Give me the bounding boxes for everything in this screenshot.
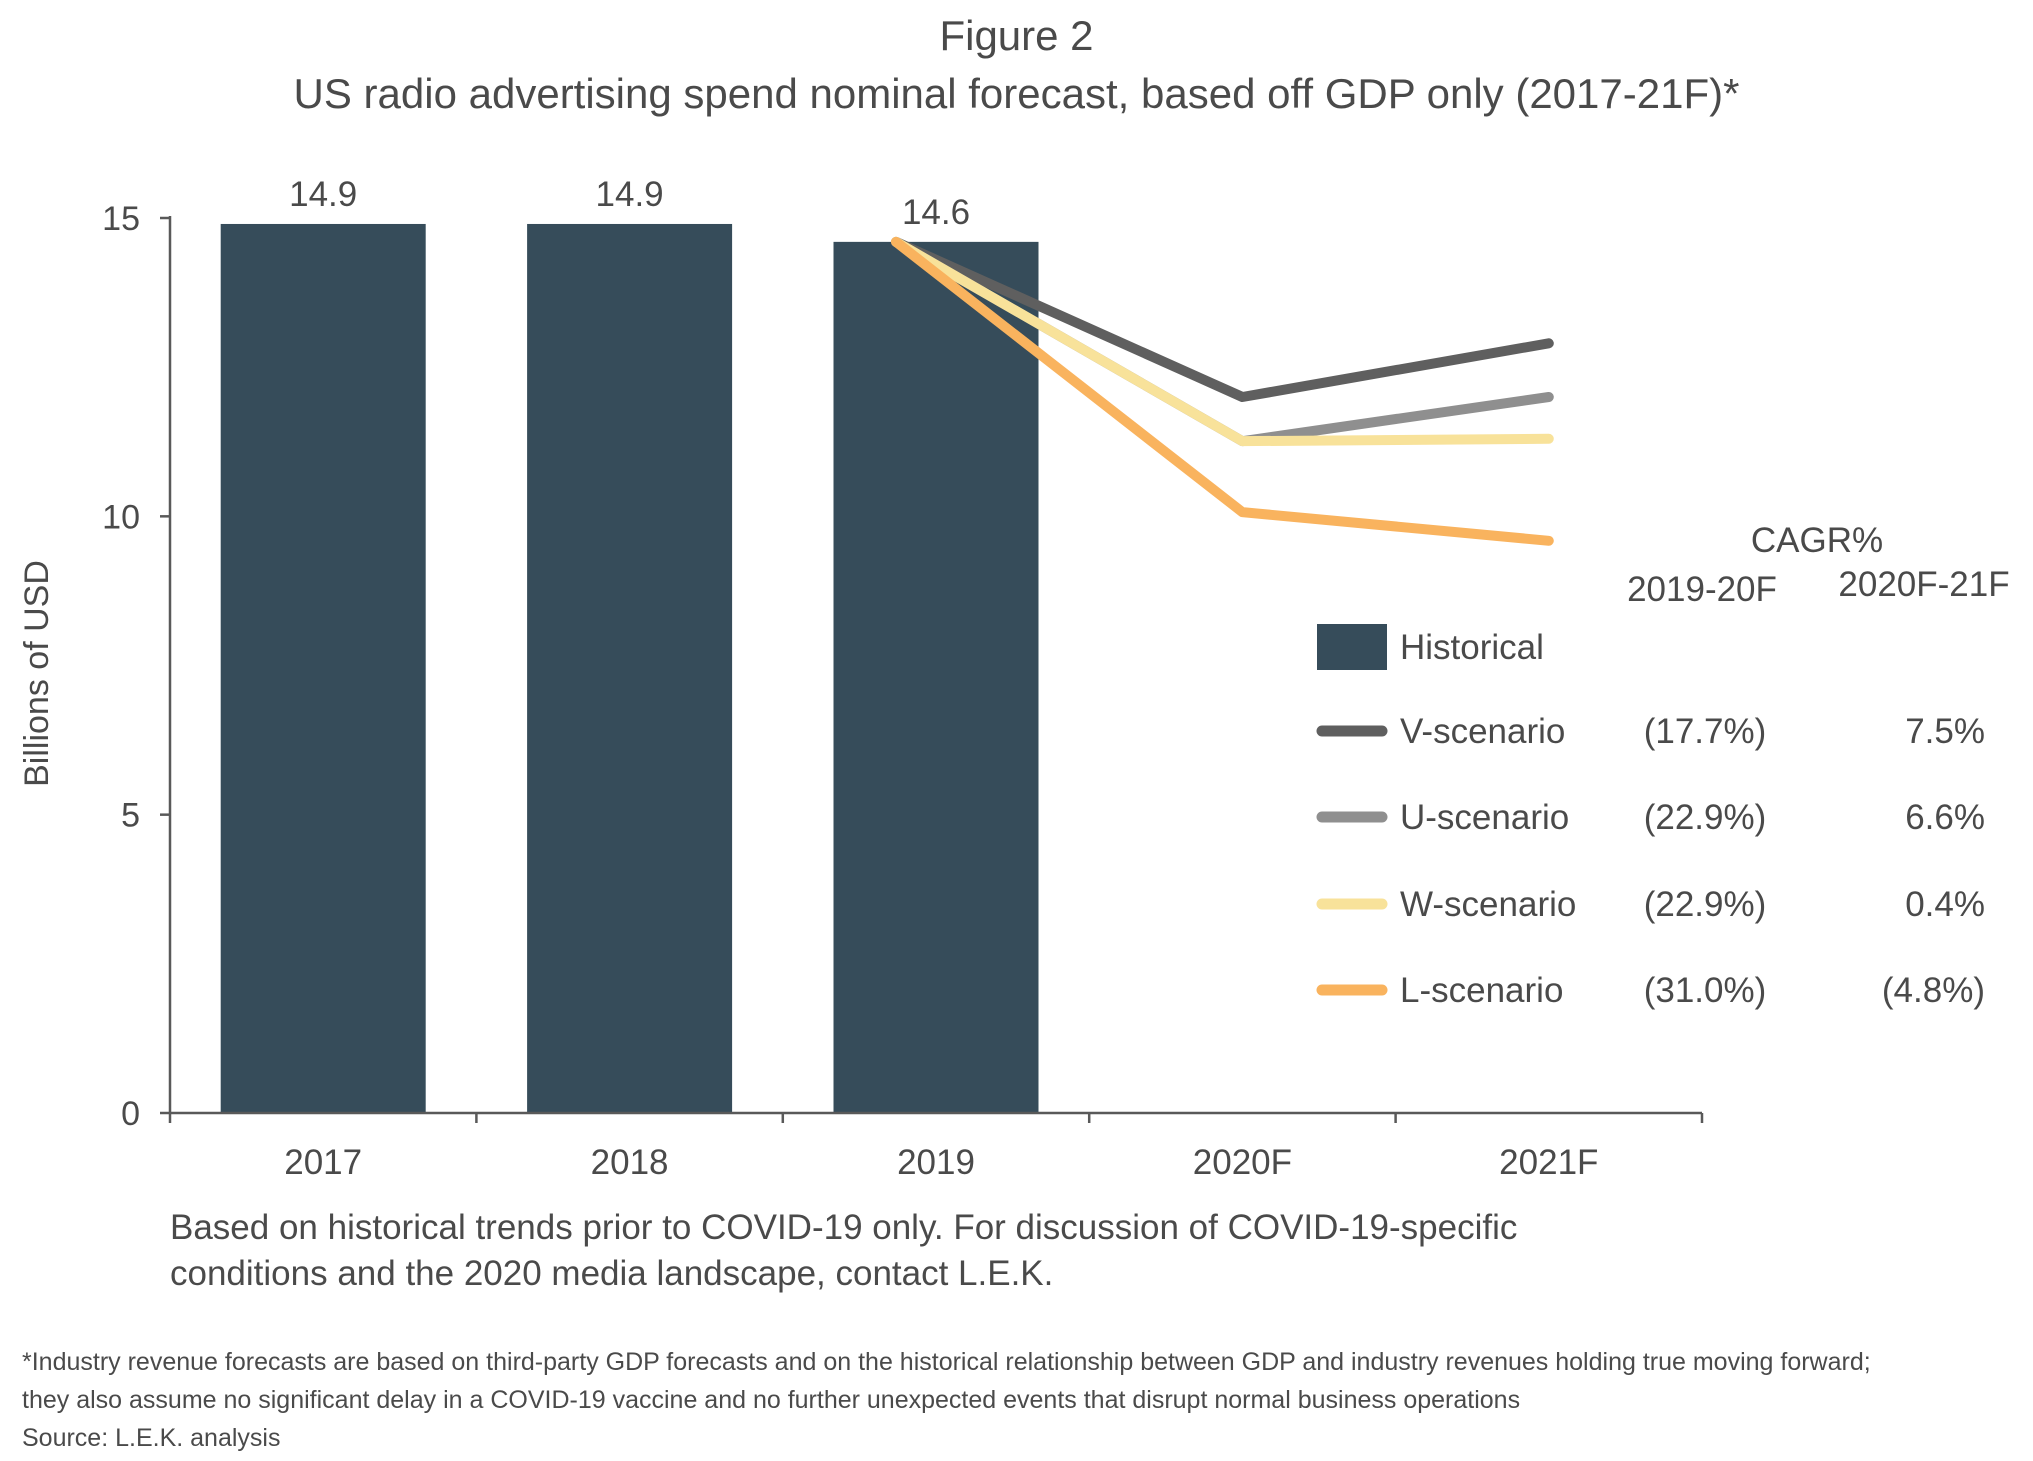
legend-col-1: 2019-20F [1627, 570, 1777, 609]
cagr-2019-20F-U-scenario: (22.9%) [1644, 798, 1767, 837]
line-V-scenario [891, 236, 1554, 402]
bars-layer: 14.9 14.9 14.6 [220, 175, 1039, 1113]
legend-label-V-scenario: V-scenario [1400, 712, 1565, 751]
line-L-scenario [891, 236, 1554, 546]
footnote: *Industry revenue forecasts are based on… [22, 1343, 2012, 1457]
bar-label-2018: 14.9 [596, 175, 664, 214]
y-tick-label-15: 15 [102, 200, 140, 238]
footnote-line-1: *Industry revenue forecasts are based on… [22, 1348, 1871, 1376]
y-tick-label-10: 10 [102, 498, 140, 536]
legend-swatch-Historical [1317, 624, 1387, 670]
legend-label-W-scenario: W-scenario [1400, 885, 1576, 924]
source-line: Source: L.E.K. analysis [22, 1424, 281, 1452]
x-tick-label-2017: 2017 [284, 1143, 362, 1182]
cagr-2020F-21F-L-scenario: (4.8%) [1882, 971, 1985, 1010]
cagr-2019-20F-L-scenario: (31.0%) [1644, 971, 1767, 1010]
bar-2017 [220, 223, 426, 1113]
cagr-2019-20F-V-scenario: (17.7%) [1644, 712, 1767, 751]
legend-layer: CAGR% 2019-20F 2020F-21F Historical V-scenar… [1316, 521, 2010, 1010]
x-tick-label-2021F: 2021F [1499, 1143, 1598, 1182]
legend-label-L-scenario: L-scenario [1400, 971, 1563, 1010]
bar-label-2017: 14.9 [289, 175, 357, 214]
cagr-2019-20F-W-scenario: (22.9%) [1644, 885, 1767, 924]
y-tick-label-0: 0 [121, 1095, 140, 1133]
line-W-scenario [891, 236, 1554, 447]
y-axis-label: Billions of USD [18, 560, 56, 787]
chart-title: US radio advertising spend nominal forec… [293, 70, 1740, 117]
legend-label-U-scenario: U-scenario [1400, 798, 1569, 837]
x-tick-label-2018: 2018 [591, 1143, 669, 1182]
cagr-2020F-21F-V-scenario: 7.5% [1905, 712, 1985, 751]
legend-label-Historical: Historical [1400, 628, 1544, 667]
y-tick-label-5: 5 [121, 797, 140, 835]
x-tick-label-2020F: 2020F [1193, 1143, 1292, 1182]
bar-2018 [527, 223, 733, 1113]
cagr-2020F-21F-U-scenario: 6.6% [1905, 798, 1985, 837]
figure-label: Figure 2 [939, 12, 1094, 59]
cagr-2020F-21F-W-scenario: 0.4% [1905, 885, 1985, 924]
legend-col-2: 2020F-21F [1838, 565, 2009, 604]
bar-2019 [833, 241, 1039, 1113]
footnote-line-2: they also assume no significant delay in… [22, 1386, 1521, 1414]
x-tick-label-2019: 2019 [897, 1143, 975, 1182]
chart-note: Based on historical trends prior to COVI… [170, 1208, 1518, 1293]
lines-layer [891, 236, 1554, 546]
axes-layer: 0 5 10 15 2017 2018 2019 2020F 2021F Billions of … [18, 200, 1704, 1182]
bar-label-2019: 14.6 [902, 193, 970, 232]
legend-header: CAGR% [1751, 521, 1883, 560]
